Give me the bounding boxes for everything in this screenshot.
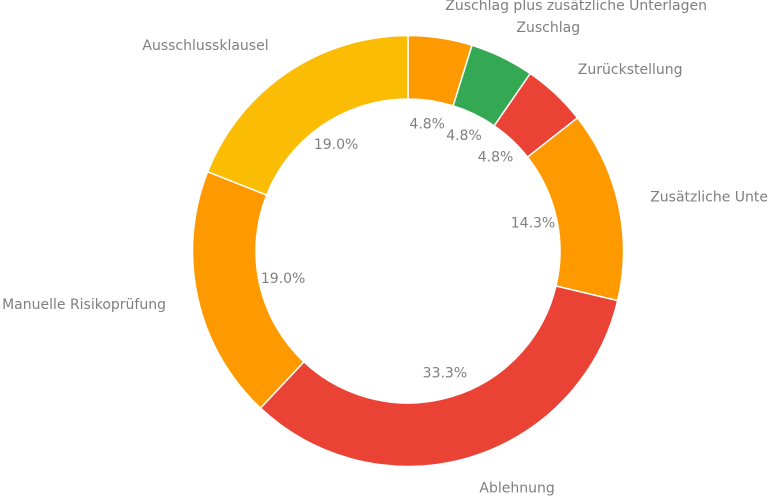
category-label-zusaetzliche-unterlagen: Zusätzliche Unterlagen — [650, 190, 768, 206]
category-label-ablehnung: Ablehnung — [479, 481, 554, 497]
slice-manuelle-risikopruefung — [191, 170, 306, 410]
pct-label-zurueckstellung: 4.8% — [478, 150, 514, 166]
pct-label-manuelle-risikopruefung: 19.0% — [261, 271, 305, 287]
pct-label-ablehnung: 33.3% — [423, 366, 467, 382]
category-label-zuschlag-plus-zusaetzliche-unterlagen: Zuschlag plus zusätzliche Unterlagen — [445, 0, 707, 14]
category-label-ausschlussklausel: Ausschlussklausel — [142, 38, 268, 54]
percentage-labels: 4.8%4.8%4.8%14.3%33.3%19.0%19.0% — [261, 117, 555, 382]
pct-label-zuschlag-plus-zusaetzliche-unterlagen: 4.8% — [409, 117, 445, 133]
pct-label-zusaetzliche-unterlagen: 14.3% — [511, 216, 555, 232]
slice-zusaetzliche-unterlagen — [526, 116, 625, 302]
donut-slices — [191, 34, 625, 468]
slice-ausschlussklausel — [206, 34, 409, 197]
category-label-manuelle-risikopruefung: Manuelle Risikoprüfung — [2, 297, 166, 313]
category-label-zuschlag: Zuschlag — [516, 20, 580, 36]
pct-label-ausschlussklausel: 19.0% — [314, 137, 358, 153]
category-label-zurueckstellung: Zurückstellung — [578, 62, 683, 78]
slice-ablehnung — [259, 285, 619, 468]
pct-label-zuschlag: 4.8% — [446, 128, 482, 144]
